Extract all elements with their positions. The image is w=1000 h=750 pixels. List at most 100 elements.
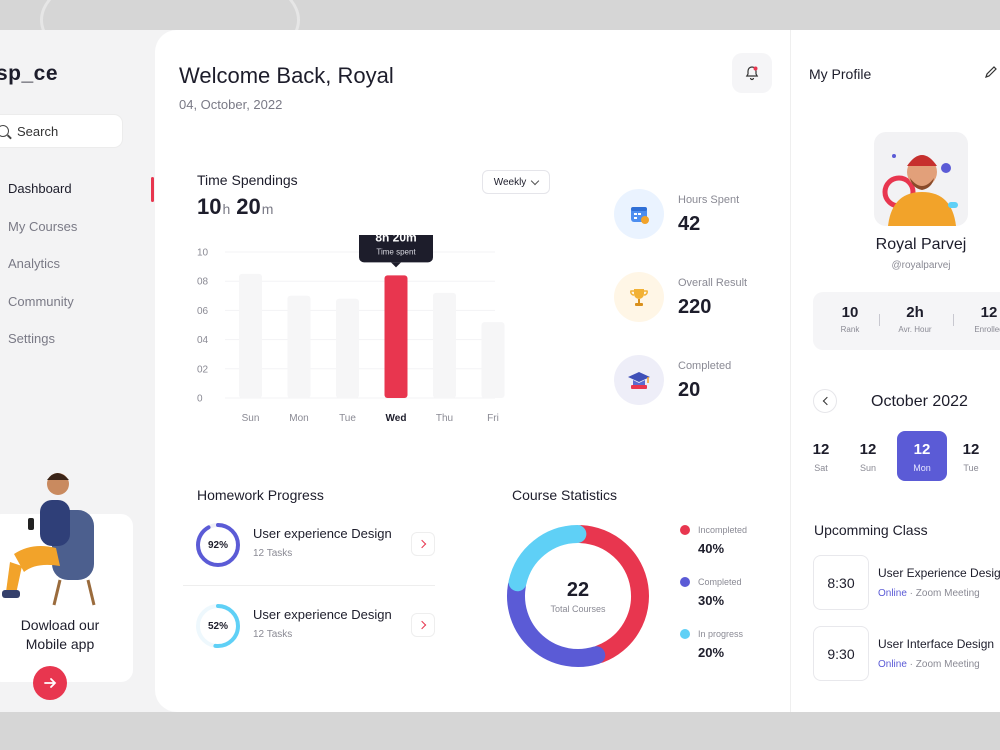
y-tick-label: 0 [197,394,203,405]
class-name: User Experience Design [878,566,1000,580]
class-platform: Zoom Meeting [915,659,980,670]
calendar-prev-button[interactable] [813,389,837,413]
stat-hours-spent: Hours Spent 42 [614,189,774,241]
donut-segment [507,576,606,667]
legend-label: Incompleted [698,525,748,535]
calendar-day[interactable]: 12 Tue [946,431,996,481]
page-title: Welcome Back, Royal [179,63,394,88]
edit-icon[interactable] [984,65,998,79]
legend-label: In progress [698,629,744,639]
legend-label: Completed [698,577,742,587]
day-weekday: Mon [913,463,931,473]
profile-stat-value: 12 [980,304,998,321]
time-spendings-title: Time Spendings [197,172,298,188]
profile-panel: My Profile Royal Parvej @royalparvej 10 … [790,30,1000,712]
range-dropdown-value: Weekly [493,176,527,188]
search-icon [0,125,9,137]
promo-text: Dowload our Mobile app [0,616,120,654]
profile-stat-value: 2h [906,304,924,321]
search-box[interactable] [0,114,123,148]
day-number: 12 [962,441,980,458]
profile-stats: 10 Rank 2h Avr. Hour 12 Enrolled [813,292,1000,350]
homework-open-button[interactable] [411,532,435,556]
chart-bar [336,298,359,398]
chart-bar [433,292,456,398]
notifications-button[interactable] [732,53,772,93]
sidebar-item-my-courses[interactable]: My Courses [8,218,78,234]
chevron-down-icon [531,176,540,185]
chart-bar [384,275,408,398]
y-tick-label: 04 [197,335,209,346]
day-weekday: Sun [859,463,876,473]
homework-item[interactable]: 92% User experience Design 12 Tasks [195,522,435,572]
stat-overall-result: Overall Result 220 [614,272,774,324]
calendar-day-selected[interactable]: 12 Mon [897,431,947,481]
homework-item[interactable]: 52% User experience Design 12 Tasks [195,603,435,653]
course-statistics-title: Course Statistics [512,487,618,503]
chart-bar [239,273,262,398]
y-tick-label: 02 [197,364,209,375]
class-mode: Online [878,588,907,599]
day-weekday: Tue [963,463,979,473]
donut-segment [508,525,587,592]
x-tick-label: Mon [289,413,308,424]
sidebar-nav: Dashboard My Courses Analytics Community… [8,180,77,368]
x-tick-label: Wed [386,413,407,424]
calendar-month: October 2022 [871,393,968,410]
chevron-right-icon [417,620,427,630]
donut-center: 22 Total Courses [505,523,651,669]
profile-stat-value: 10 [841,304,859,321]
sidebar-item-dashboard[interactable]: Dashboard [8,181,72,196]
profile-stat-avg-hour: 2h Avr. Hour [885,304,945,334]
x-tick-label: Tue [339,413,356,424]
calendar-day[interactable]: 12 Sun [843,431,893,481]
homework-percent: 52% [207,620,228,632]
trophy-icon [614,272,664,322]
legend-dot [680,629,690,639]
y-tick-label: 10 [197,248,209,259]
promo-line-2: Mobile app [25,636,95,652]
time-spendings-chart: 0 02 04 06 08 10 Sun Mon Tue Wed 8h 20m Time spent T… [197,235,505,424]
profile-name: Royal Parvej [875,236,967,253]
upcoming-class-item[interactable]: 9:30 User Interface Design Online · Zoom… [813,626,1000,681]
my-profile-title: My Profile [809,66,872,82]
stat-value: 42 [678,213,701,235]
sidebar-item-community[interactable]: Community [8,293,74,309]
total-courses-label: Total Courses [550,603,606,614]
homework-tasks: 12 Tasks [253,548,293,559]
download-app-button[interactable] [33,666,67,700]
upcoming-class-item[interactable]: 8:30 User Experience Design Online · Zoo… [813,555,1000,610]
homework-percent: 92% [207,539,228,551]
promo-line-1: Dowload our [20,617,100,633]
calendar-day[interactable]: 12 Sat [796,431,846,481]
range-dropdown[interactable]: Weekly [482,170,550,194]
profile-stat-rank: 10 Rank [820,304,880,334]
day-number: 12 [859,441,877,458]
stat-label: Completed [678,360,732,372]
divider [953,314,954,326]
divider [879,314,880,326]
homework-name: User experience Design [253,526,392,541]
profile-stat-label: Rank [840,325,860,334]
current-date: 04, October, 2022 [179,97,283,112]
search-input[interactable] [17,123,117,139]
sidebar-item-analytics[interactable]: Analytics [8,256,61,271]
chart-bar [481,322,505,398]
bell-icon [745,66,759,81]
legend-dot [680,525,690,535]
sidebar-item-settings[interactable]: Settings [8,331,55,346]
legend-value: 30% [698,593,725,608]
y-tick-label: 06 [197,306,209,317]
main-panel: Welcome Back, Royal 04, October, 2022 Ti… [155,30,790,712]
chart-bar [287,295,311,398]
total-minutes: 20 [236,194,261,219]
x-tick-label: Sun [242,413,260,424]
legend-value: 20% [698,645,725,660]
homework-open-button[interactable] [411,613,435,637]
chart-tooltip: 8h 20m Time spent [359,235,433,268]
stat-value: 20 [678,379,701,401]
class-time: 8:30 [813,555,869,610]
active-nav-indicator [151,177,154,202]
class-name: User Interface Design [878,637,995,651]
profile-stat-label: Enrolled [974,325,1000,334]
